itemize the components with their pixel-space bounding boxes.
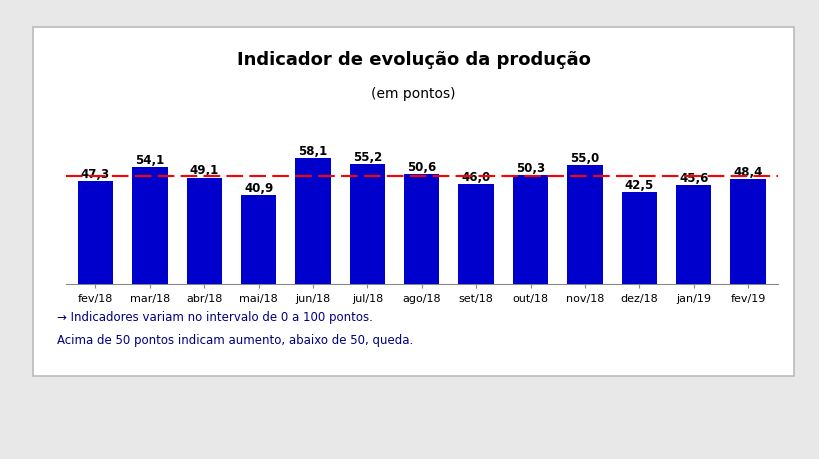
Text: 45,6: 45,6 (679, 172, 708, 185)
Text: 50,6: 50,6 (407, 161, 437, 174)
Text: Indicador de evolução da produção: Indicador de evolução da produção (237, 50, 590, 68)
Bar (622, 192, 657, 285)
Bar (513, 175, 548, 285)
Bar (731, 179, 766, 285)
Text: 48,4: 48,4 (734, 166, 762, 179)
Bar (296, 159, 331, 285)
Bar (187, 178, 222, 285)
Bar (241, 196, 276, 285)
Bar (568, 165, 603, 285)
Bar (132, 168, 168, 285)
Text: 55,2: 55,2 (353, 151, 382, 164)
Bar (676, 186, 712, 285)
Text: 46,0: 46,0 (462, 171, 491, 184)
Text: 55,0: 55,0 (570, 151, 600, 164)
Text: 47,3: 47,3 (81, 168, 110, 181)
Text: Acima de 50 pontos indicam aumento, abaixo de 50, queda.: Acima de 50 pontos indicam aumento, abai… (57, 334, 414, 347)
Text: 40,9: 40,9 (244, 182, 274, 195)
Text: 54,1: 54,1 (135, 153, 165, 166)
Text: 50,3: 50,3 (516, 162, 545, 174)
Text: 58,1: 58,1 (298, 145, 328, 157)
Text: 49,1: 49,1 (189, 164, 219, 177)
Text: 42,5: 42,5 (625, 179, 654, 191)
Text: (em pontos): (em pontos) (371, 87, 456, 101)
Bar (78, 182, 113, 285)
Bar (350, 165, 385, 285)
Bar (404, 175, 440, 285)
Bar (459, 185, 494, 285)
Text: → Indicadores variam no intervalo de 0 a 100 pontos.: → Indicadores variam no intervalo de 0 a… (57, 311, 373, 324)
